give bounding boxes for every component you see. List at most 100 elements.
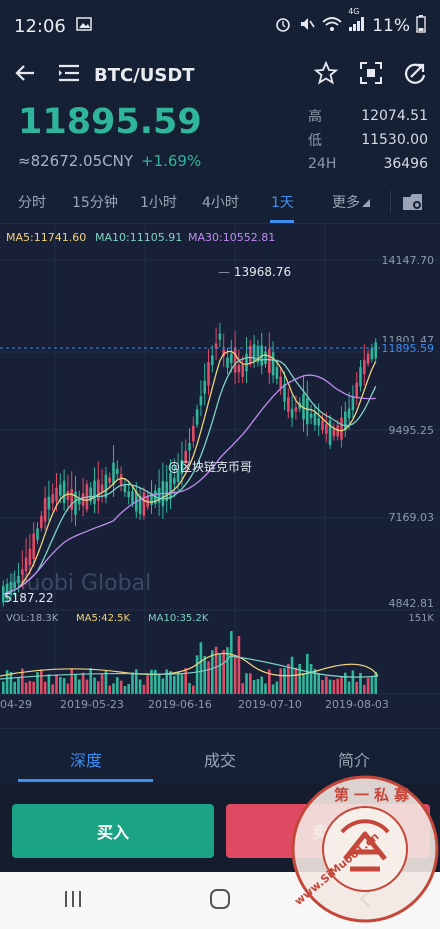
kline-chart[interactable]: Huobi Global MA5:11741.60 MA10:11105.91 … — [0, 224, 440, 728]
signal-icon: 4G — [348, 7, 366, 37]
volume-bar — [249, 673, 252, 694]
back-arrow-icon[interactable] — [14, 63, 36, 87]
candle-body — [24, 557, 28, 572]
tab-interval-4h[interactable]: 4小时 — [202, 195, 239, 211]
candle-body — [241, 365, 244, 377]
volume-bar — [81, 672, 85, 694]
tab-interval-1d[interactable]: 1天 — [271, 195, 294, 211]
candle-body — [112, 462, 115, 485]
candle-body — [268, 348, 271, 373]
candle-body — [116, 468, 119, 474]
low-label: 低 — [308, 133, 322, 149]
vol-ma10-legend: MA10:35.2K — [148, 613, 209, 624]
pair-title[interactable]: BTC/USDT — [94, 64, 195, 86]
candle-body — [317, 418, 320, 426]
candle-body — [366, 353, 370, 364]
home-icon[interactable] — [208, 887, 232, 915]
volume-bar — [340, 676, 343, 694]
candle-body — [169, 473, 172, 500]
volume-bar — [17, 677, 20, 694]
volume-bar — [131, 672, 134, 694]
candle-body — [321, 420, 324, 430]
tab-interval-timeshare[interactable]: 分时 — [18, 195, 46, 211]
share-icon[interactable] — [404, 62, 426, 88]
volume-bar — [13, 681, 16, 694]
candle-body — [97, 479, 100, 501]
candle-body — [123, 485, 127, 493]
candle-body — [89, 487, 92, 502]
volume-bar — [279, 668, 282, 694]
candle-body — [207, 361, 210, 386]
candle-body — [222, 349, 225, 357]
candle-body — [93, 480, 96, 504]
candle-body — [36, 528, 39, 540]
candle-body — [47, 496, 51, 510]
volume-bar — [271, 684, 275, 694]
candle-body — [271, 352, 275, 376]
volume-bar — [70, 668, 73, 694]
volume-bar — [264, 683, 267, 694]
fullscreen-icon[interactable] — [360, 62, 382, 88]
candle-body — [302, 394, 305, 420]
candle-body — [180, 460, 184, 474]
recent-apps-icon[interactable] — [62, 889, 84, 913]
volume-bar — [97, 681, 100, 694]
volume-bar — [9, 671, 13, 694]
mute-icon — [298, 15, 316, 38]
candle-body — [370, 348, 374, 360]
tab-interval-1h[interactable]: 1小时 — [140, 195, 177, 211]
candle-body — [355, 382, 358, 398]
candle-body — [28, 548, 32, 565]
volume-bar — [275, 681, 279, 694]
vol-legend: VOL:18.3K — [6, 613, 59, 624]
tab-interval-more[interactable]: 更多 — [332, 192, 370, 212]
price-sub-row: ≈82672.05CNY +1.69% — [18, 152, 201, 170]
candle-body — [249, 345, 252, 363]
y-tick: 4842.81 — [388, 597, 435, 610]
candle-body — [332, 429, 336, 437]
tab-interval-15m[interactable]: 15分钟 — [72, 195, 118, 211]
candle-body — [17, 575, 20, 584]
volume-bar — [374, 671, 377, 694]
volume-bar — [211, 650, 214, 694]
candle-body — [176, 469, 180, 482]
candle-body — [336, 425, 339, 437]
indicator-settings-icon[interactable] — [402, 192, 424, 216]
star-icon[interactable] — [313, 60, 339, 89]
tab-depth[interactable]: 深度 — [70, 751, 103, 770]
tab-intro[interactable]: 简介 — [338, 751, 371, 770]
volume-bar — [135, 669, 138, 694]
volume-bar — [226, 647, 229, 694]
candle-body — [59, 484, 62, 496]
candle-body — [211, 355, 214, 366]
candle-body — [359, 367, 362, 387]
volume-bar — [203, 655, 206, 694]
buy-button[interactable]: 买入 — [12, 804, 214, 858]
candle-body — [325, 424, 328, 434]
volume-bar — [302, 672, 305, 694]
volume-bar — [298, 664, 301, 694]
tab-trades[interactable]: 成交 — [204, 751, 237, 770]
volume-bar — [230, 631, 233, 694]
volume-bar — [21, 668, 24, 694]
volume-bar — [59, 677, 62, 694]
stamp-watermark: 第一私募 www.SiMu001.cn — [290, 774, 440, 924]
candle-body — [142, 492, 146, 516]
x-tick: 2019-05-23 — [60, 698, 124, 711]
volume-bar — [287, 663, 290, 694]
high-label: 高 — [308, 109, 322, 125]
candle-body — [275, 367, 279, 379]
last-price: 11895.59 — [18, 102, 202, 142]
menu-list-icon[interactable] — [58, 64, 80, 86]
candle-body — [283, 383, 286, 402]
volume-bar — [43, 681, 47, 694]
candle-body — [306, 398, 309, 425]
candle-body — [127, 491, 130, 498]
x-tick: 04-29 — [0, 698, 32, 711]
volume-bar — [268, 669, 271, 694]
volume-bar — [78, 679, 81, 694]
candle-body — [351, 396, 355, 411]
candle-body — [233, 347, 237, 373]
ma30-line — [3, 374, 376, 596]
candle-body — [237, 365, 241, 373]
